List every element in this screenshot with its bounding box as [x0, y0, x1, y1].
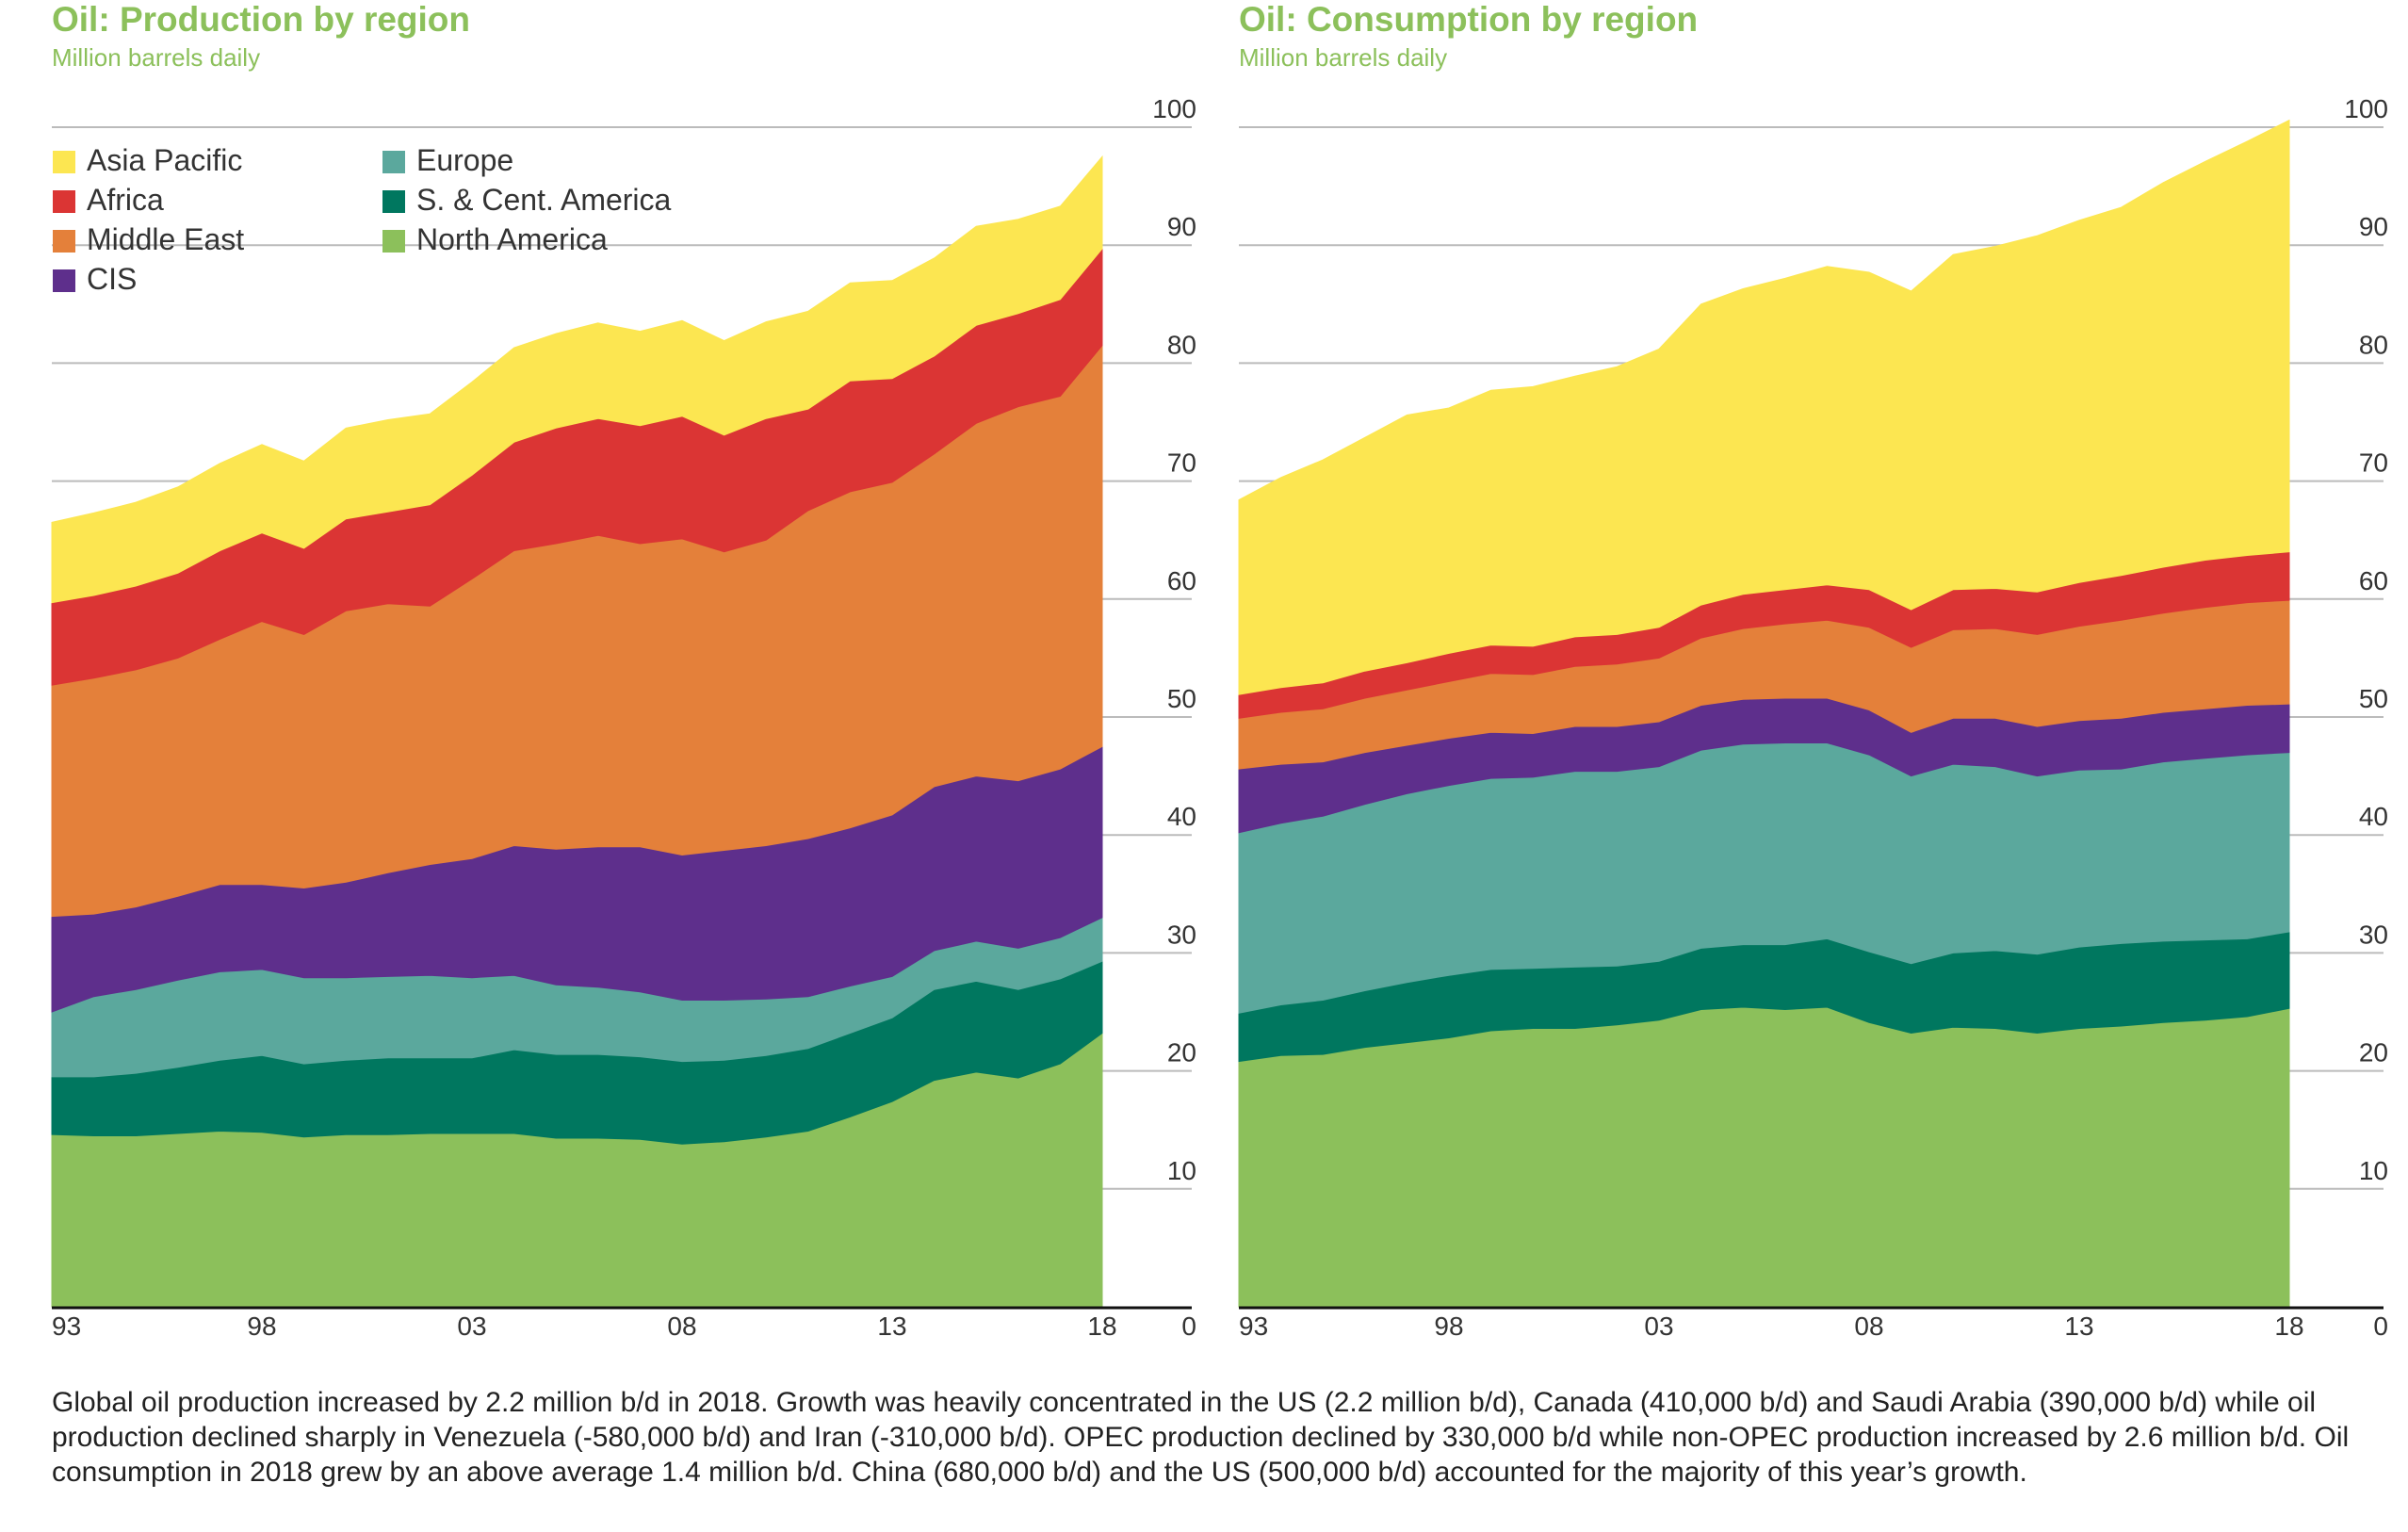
- y-tick-label: 10: [1167, 1156, 1196, 1185]
- legend-label: CIS: [87, 262, 138, 296]
- legend-label: Middle East: [87, 222, 245, 256]
- legend-label: S. & Cent. America: [416, 183, 672, 217]
- x-tick-label: 98: [247, 1312, 276, 1341]
- y-tick-label: 20: [2359, 1038, 2388, 1068]
- legend-swatch-cis: [53, 269, 75, 292]
- consumption-chart-title: Oil: Consumption by region: [1239, 0, 1699, 39]
- consumption-areas: [1238, 119, 2290, 1308]
- area-asia-pacific: [1238, 119, 2290, 695]
- legend-label: Africa: [87, 183, 164, 217]
- legend-swatch-middle-east: [53, 230, 75, 253]
- y-tick-label: 60: [1167, 566, 1196, 595]
- x-tick-label: 13: [877, 1312, 906, 1341]
- x-tick-label: 18: [1087, 1312, 1116, 1341]
- y-tick-label: 90: [2359, 212, 2388, 241]
- production-y-tick-labels: 0 10 20 30 40 50 60 70 80 90 100: [1152, 94, 1196, 1341]
- production-chart-subtitle: Million barrels daily: [52, 43, 261, 72]
- legend-swatch-s-cent-america: [382, 190, 405, 213]
- x-tick-label: 03: [457, 1312, 486, 1341]
- y-tick-label: 40: [1167, 802, 1196, 831]
- consumption-chart-subtitle: Million barrels daily: [1239, 43, 1448, 72]
- y-tick-label: 60: [2359, 566, 2388, 595]
- legend-label: Asia Pacific: [87, 143, 243, 177]
- area-asia-pacific: [51, 155, 1103, 604]
- consumption-x-tick-labels: 93 98 03 08 13 18: [1239, 1312, 2304, 1341]
- y-tick-label: 100: [1152, 94, 1196, 123]
- x-tick-label: 08: [1854, 1312, 1883, 1341]
- y-tick-label: 0: [1181, 1312, 1196, 1341]
- production-chart-title: Oil: Production by region: [52, 0, 470, 39]
- x-tick-label: 93: [52, 1312, 81, 1341]
- x-tick-label: 98: [1434, 1312, 1463, 1341]
- chart-caption: Global oil production increased by 2.2 m…: [52, 1387, 2350, 1488]
- y-tick-label: 70: [2359, 448, 2388, 478]
- production-areas: [51, 155, 1103, 1308]
- legend-label: Europe: [416, 143, 514, 177]
- legend-swatch-europe: [382, 151, 405, 173]
- y-tick-label: 100: [2344, 94, 2388, 123]
- y-tick-label: 30: [1167, 920, 1196, 949]
- y-tick-label: 40: [2359, 802, 2388, 831]
- y-tick-label: 50: [2359, 684, 2388, 713]
- x-tick-label: 93: [1239, 1312, 1268, 1341]
- y-tick-label: 70: [1167, 448, 1196, 478]
- x-tick-label: 18: [2274, 1312, 2303, 1341]
- y-tick-label: 0: [2373, 1312, 2388, 1341]
- y-tick-label: 20: [1167, 1038, 1196, 1068]
- x-tick-label: 03: [1644, 1312, 1673, 1341]
- production-legend: Asia Pacific Africa Middle East CIS Euro…: [53, 141, 712, 302]
- y-tick-label: 80: [1167, 330, 1196, 359]
- legend-swatch-africa: [53, 190, 75, 213]
- area-north-america: [1238, 1006, 2290, 1308]
- y-tick-label: 50: [1167, 684, 1196, 713]
- x-tick-label: 08: [667, 1312, 696, 1341]
- production-x-tick-labels: 93 98 03 08 13 18: [52, 1312, 1117, 1341]
- charts-canvas: 0 10 20 30 40 50 60 70 80 90 100 93 98 03 08 13 18 0 10 20 3…: [51, 94, 2388, 1341]
- x-tick-label: 13: [2064, 1312, 2093, 1341]
- legend-label: North America: [416, 222, 608, 256]
- y-tick-label: 90: [1167, 212, 1196, 241]
- legend-swatch-north-america: [382, 230, 405, 253]
- y-tick-label: 80: [2359, 330, 2388, 359]
- consumption-y-tick-labels: 0 10 20 30 40 50 60 70 80 90 100: [2344, 94, 2388, 1341]
- y-tick-label: 10: [2359, 1156, 2388, 1185]
- y-tick-label: 30: [2359, 920, 2388, 949]
- legend-swatch-asia-pacific: [53, 151, 75, 173]
